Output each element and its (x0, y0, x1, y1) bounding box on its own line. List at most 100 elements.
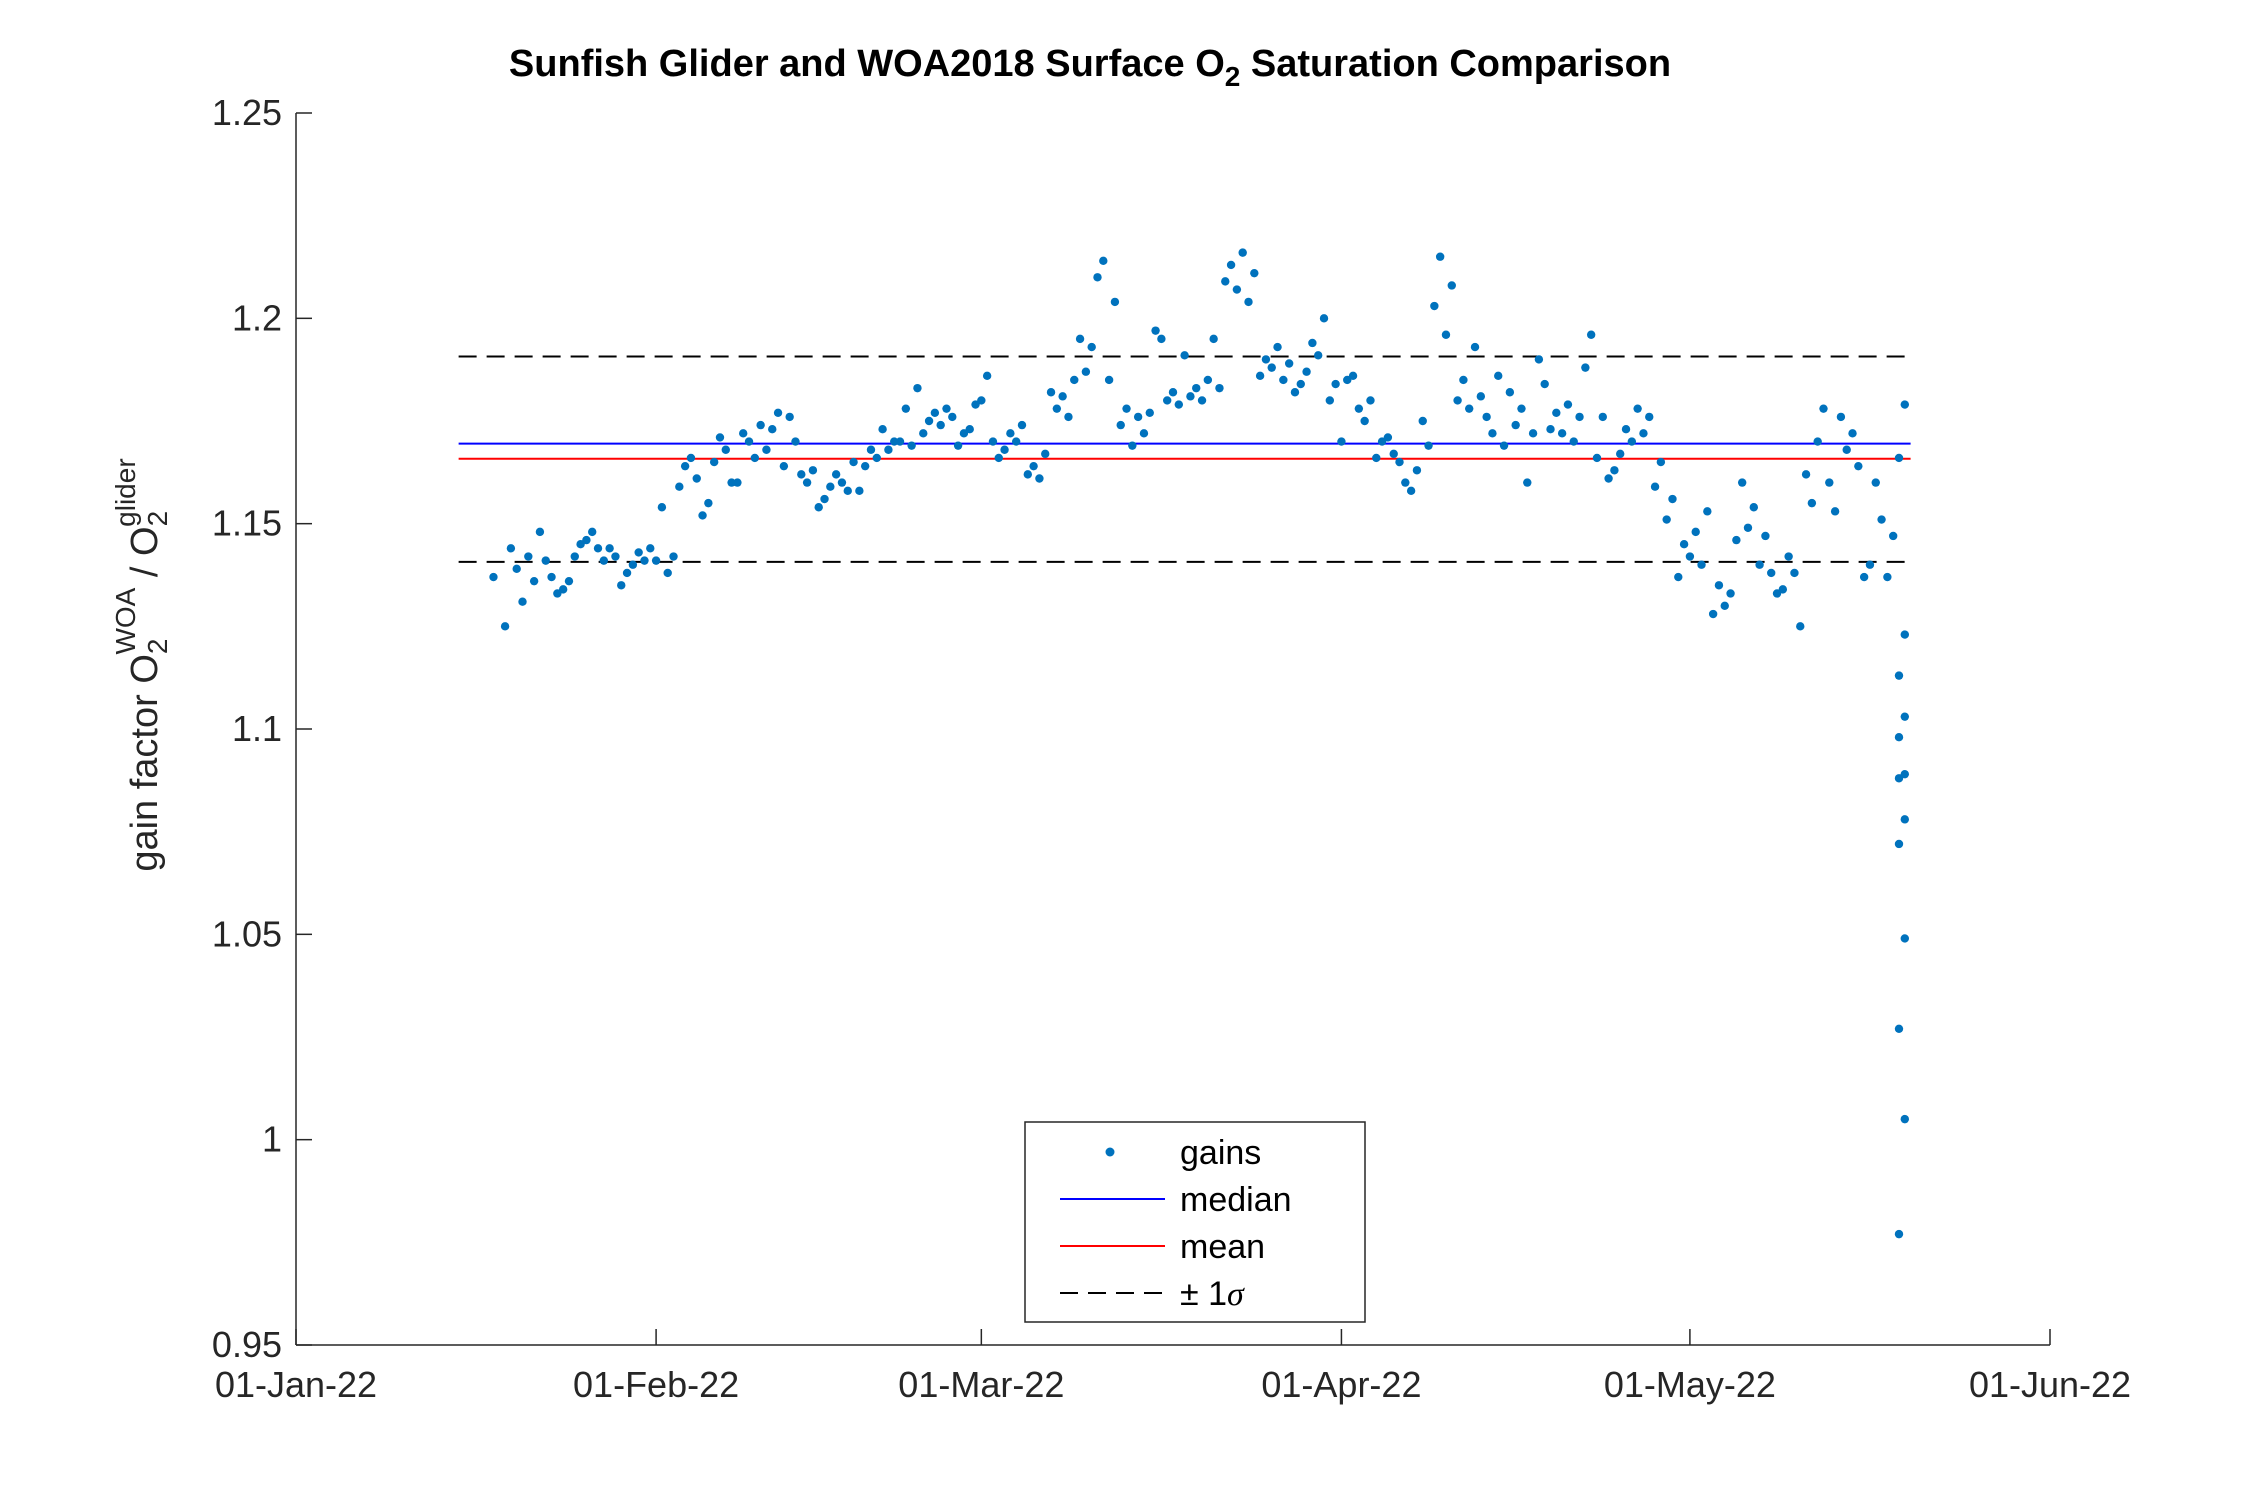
gain-point (1901, 630, 1909, 638)
gain-point (1599, 413, 1607, 421)
gain-point (1424, 441, 1432, 449)
gain-point (669, 552, 677, 560)
gain-point (1064, 413, 1072, 421)
legend-label: mean (1180, 1228, 1265, 1266)
gain-point (1837, 413, 1845, 421)
gain-point (1645, 413, 1653, 421)
gain-point (1755, 561, 1763, 569)
gain-point (698, 511, 706, 519)
gain-point (1256, 372, 1264, 380)
gain-point (1604, 474, 1612, 482)
gain-point (1366, 396, 1374, 404)
gain-point (1140, 429, 1148, 437)
gain-point (658, 503, 666, 511)
x-tick-label: 01-Mar-22 (898, 1364, 1064, 1405)
gain-point (803, 478, 811, 486)
gain-point (1610, 466, 1618, 474)
gain-point (571, 552, 579, 560)
gain-point (1854, 462, 1862, 470)
gain-point (1308, 339, 1316, 347)
gain-point (977, 396, 985, 404)
gain-point (1238, 248, 1246, 256)
gain-point (1779, 585, 1787, 593)
gain-point (1204, 376, 1212, 384)
y-tick-label: 0.95 (212, 1324, 282, 1365)
gain-point (1750, 503, 1758, 511)
x-tick-label: 01-May-22 (1604, 1364, 1776, 1405)
gain-point (1843, 446, 1851, 454)
gain-point (1233, 285, 1241, 293)
gain-point (942, 404, 950, 412)
gain-point (1866, 561, 1874, 569)
gain-point (640, 556, 648, 564)
gain-point (1012, 437, 1020, 445)
y-tick-label: 1.25 (212, 92, 282, 133)
gain-point (1546, 425, 1554, 433)
gain-point (1401, 478, 1409, 486)
y-tick-label: 1.2 (232, 297, 282, 338)
gain-point (1221, 277, 1229, 285)
gain-point (1285, 359, 1293, 367)
x-tick-label: 01-Apr-22 (1261, 1364, 1421, 1405)
gain-point (582, 536, 590, 544)
gain-point (1250, 269, 1258, 277)
gain-point (1732, 536, 1740, 544)
gain-point (1459, 376, 1467, 384)
gain-point (1192, 384, 1200, 392)
svg-text:gain factor O2WOA / O2glider: gain factor O2WOA / O2glider (110, 458, 173, 871)
gain-point (489, 573, 497, 581)
gain-point (716, 433, 724, 441)
gain-point (1901, 815, 1909, 823)
gain-point (1006, 429, 1014, 437)
gain-point (1082, 368, 1090, 376)
gain-point (542, 556, 550, 564)
gain-point (925, 417, 933, 425)
gain-point (1076, 335, 1084, 343)
legend-label: gains (1180, 1134, 1261, 1172)
gain-point (873, 454, 881, 462)
gain-point (844, 487, 852, 495)
gain-point (1111, 298, 1119, 306)
gain-point (1633, 404, 1641, 412)
gain-point (791, 437, 799, 445)
gain-point (1680, 540, 1688, 548)
gain-point (1703, 507, 1711, 515)
gain-point (1494, 372, 1502, 380)
chart-title-subscript: 2 (1225, 61, 1241, 92)
gain-point (1587, 331, 1595, 339)
gain-point (547, 573, 555, 581)
gain-point (1122, 404, 1130, 412)
gain-point (983, 372, 991, 380)
gain-point (1721, 602, 1729, 610)
gain-point (1390, 450, 1398, 458)
gain-point (1331, 380, 1339, 388)
gain-point (664, 569, 672, 577)
gain-point (1244, 298, 1252, 306)
legend: gainsmedianmean± 1σ (1025, 1122, 1365, 1322)
gain-point (1761, 532, 1769, 540)
gain-point (1709, 610, 1717, 618)
gain-point (1790, 569, 1798, 577)
gain-point (995, 454, 1003, 462)
gain-point (1860, 573, 1868, 581)
gain-point (704, 499, 712, 507)
gain-point (1035, 474, 1043, 482)
gain-point (617, 581, 625, 589)
gain-point (919, 429, 927, 437)
gain-point (1523, 478, 1531, 486)
gain-point (1819, 404, 1827, 412)
gain-point (849, 458, 857, 466)
gain-point (1372, 454, 1380, 462)
ylabel-sup-2: glider (110, 458, 141, 526)
gain-point (600, 556, 608, 564)
gain-point (1651, 483, 1659, 491)
gain-point (1488, 429, 1496, 437)
gain-point (1413, 466, 1421, 474)
gain-point (1430, 302, 1438, 310)
gain-point (536, 528, 544, 536)
gain-point (559, 585, 567, 593)
gain-point (1151, 326, 1159, 334)
gain-point (1895, 1230, 1903, 1238)
gain-point (1558, 429, 1566, 437)
